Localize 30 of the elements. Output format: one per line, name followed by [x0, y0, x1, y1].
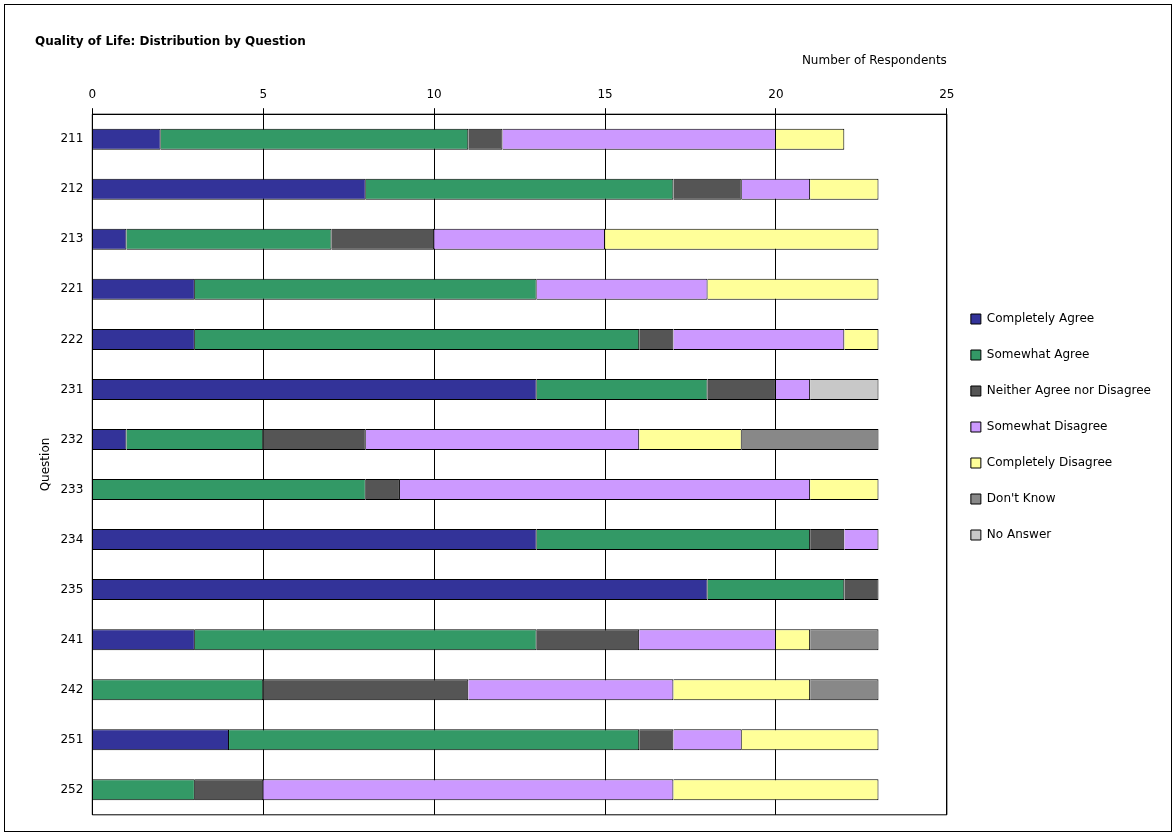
x-tick-label: 10: [426, 87, 442, 102]
legend-label: No Answer: [986, 527, 1052, 542]
x-tick-label: 25: [939, 87, 955, 102]
y-tick-label: 241: [60, 631, 84, 646]
y-axis-title: Question: [38, 437, 53, 492]
y-tick-label: 233: [60, 481, 84, 496]
legend-label: Somewhat Disagree: [986, 419, 1108, 434]
y-tick-label: 251: [60, 731, 84, 746]
x-tick-label: 15: [597, 87, 613, 102]
x-tick-label: 5: [259, 87, 268, 102]
y-tick-label: 234: [60, 531, 84, 546]
legend-label: Completely Disagree: [986, 455, 1113, 470]
y-tick-label: 242: [60, 681, 84, 696]
y-tick-label: 235: [60, 581, 84, 596]
chart-title: Quality of Life: Distribution by Question: [35, 34, 306, 49]
legend-label: Completely Agree: [986, 311, 1095, 326]
y-tick-label: 252: [60, 781, 84, 796]
y-tick-label: 231: [60, 381, 84, 396]
x-tick-label: 20: [768, 87, 784, 102]
y-tick-label: 212: [60, 181, 84, 196]
x-tick-label: 0: [88, 87, 97, 102]
y-tick-label: 211: [60, 131, 84, 146]
legend-label: Neither Agree nor Disagree: [986, 383, 1151, 398]
y-tick-label: 221: [60, 281, 84, 296]
legend-label: Don't Know: [986, 491, 1056, 506]
y-tick-label: 222: [60, 331, 84, 346]
y-tick-label: 213: [60, 231, 84, 246]
y-tick-label: 232: [60, 431, 84, 446]
x-axis-title: Number of Respondents: [801, 52, 947, 67]
legend-label: Somewhat Agree: [986, 347, 1090, 362]
